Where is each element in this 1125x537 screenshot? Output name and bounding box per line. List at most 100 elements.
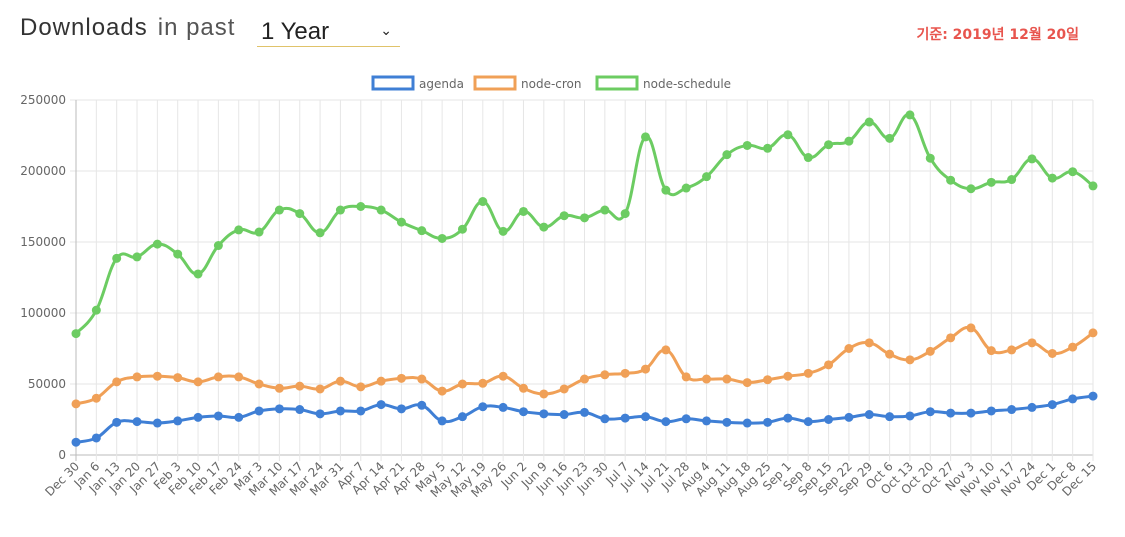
data-point-node-schedule[interactable]	[722, 150, 732, 160]
legend-label-node-cron[interactable]: node-cron	[521, 77, 582, 91]
legend-swatch-node-cron[interactable]	[473, 75, 517, 91]
data-point-node-schedule[interactable]	[986, 177, 996, 187]
data-point-node-cron[interactable]	[274, 383, 284, 393]
data-point-node-schedule[interactable]	[437, 233, 447, 243]
data-point-node-schedule[interactable]	[335, 205, 345, 215]
data-point-node-cron[interactable]	[763, 375, 773, 385]
data-point-node-cron[interactable]	[295, 381, 305, 391]
data-point-node-cron[interactable]	[986, 346, 996, 356]
data-point-node-schedule[interactable]	[396, 217, 406, 227]
data-point-agenda[interactable]	[457, 412, 467, 422]
data-point-agenda[interactable]	[356, 406, 366, 416]
data-point-node-cron[interactable]	[457, 379, 467, 389]
data-point-node-cron[interactable]	[335, 376, 345, 386]
data-point-node-cron[interactable]	[783, 371, 793, 381]
data-point-agenda[interactable]	[1007, 405, 1017, 415]
data-point-node-schedule[interactable]	[824, 140, 834, 150]
data-point-agenda[interactable]	[132, 417, 142, 427]
data-point-node-cron[interactable]	[946, 333, 956, 343]
data-point-node-cron[interactable]	[376, 376, 386, 386]
data-point-node-cron[interactable]	[213, 372, 223, 382]
data-point-node-schedule[interactable]	[580, 213, 589, 223]
data-point-node-cron[interactable]	[905, 355, 915, 365]
data-point-node-cron[interactable]	[844, 344, 854, 353]
data-point-node-schedule[interactable]	[1068, 167, 1078, 177]
data-point-node-schedule[interactable]	[803, 153, 813, 163]
data-point-agenda[interactable]	[91, 433, 101, 443]
data-point-node-cron[interactable]	[864, 338, 874, 348]
data-point-agenda[interactable]	[234, 412, 244, 422]
data-point-node-cron[interactable]	[620, 368, 630, 378]
data-point-agenda[interactable]	[295, 405, 305, 415]
data-point-node-cron[interactable]	[417, 374, 427, 384]
data-point-node-schedule[interactable]	[315, 228, 325, 238]
data-point-agenda[interactable]	[1088, 391, 1098, 401]
data-point-node-cron[interactable]	[600, 370, 610, 380]
data-point-node-schedule[interactable]	[681, 183, 691, 193]
data-point-agenda[interactable]	[742, 418, 752, 428]
data-point-node-schedule[interactable]	[1088, 181, 1098, 191]
data-point-agenda[interactable]	[213, 411, 223, 421]
data-point-node-cron[interactable]	[824, 360, 834, 370]
data-point-agenda[interactable]	[905, 411, 915, 421]
data-point-agenda[interactable]	[864, 410, 874, 420]
data-point-agenda[interactable]	[783, 413, 793, 423]
data-point-agenda[interactable]	[925, 407, 935, 417]
data-point-node-cron[interactable]	[437, 386, 447, 396]
data-point-node-cron[interactable]	[681, 372, 691, 382]
data-point-node-schedule[interactable]	[702, 172, 712, 182]
data-point-agenda[interactable]	[946, 408, 956, 418]
data-point-node-cron[interactable]	[152, 371, 162, 381]
data-point-node-cron[interactable]	[641, 364, 651, 374]
data-point-agenda[interactable]	[498, 402, 508, 412]
data-point-node-schedule[interactable]	[539, 222, 549, 232]
data-point-node-cron[interactable]	[661, 345, 671, 355]
data-point-node-cron[interactable]	[539, 389, 549, 399]
data-point-node-cron[interactable]	[112, 377, 122, 387]
data-point-node-schedule[interactable]	[234, 225, 244, 235]
data-point-node-schedule[interactable]	[254, 227, 264, 237]
data-point-node-schedule[interactable]	[91, 305, 101, 315]
data-point-node-cron[interactable]	[234, 372, 244, 382]
data-point-node-cron[interactable]	[1068, 342, 1078, 352]
data-point-agenda[interactable]	[559, 410, 569, 420]
data-point-agenda[interactable]	[437, 416, 447, 426]
data-point-agenda[interactable]	[1027, 402, 1037, 412]
data-point-node-cron[interactable]	[254, 379, 264, 389]
data-point-node-cron[interactable]	[580, 374, 589, 384]
data-point-agenda[interactable]	[254, 406, 264, 416]
data-point-node-cron[interactable]	[498, 371, 508, 381]
data-point-node-cron[interactable]	[478, 378, 488, 388]
data-point-node-cron[interactable]	[966, 323, 976, 333]
data-point-node-cron[interactable]	[173, 373, 183, 383]
data-point-agenda[interactable]	[539, 409, 549, 419]
data-point-agenda[interactable]	[844, 412, 854, 422]
data-point-agenda[interactable]	[681, 414, 691, 424]
data-point-agenda[interactable]	[986, 406, 996, 416]
data-point-node-schedule[interactable]	[152, 239, 162, 249]
data-point-agenda[interactable]	[173, 416, 183, 426]
data-point-node-schedule[interactable]	[641, 132, 651, 142]
data-point-node-schedule[interactable]	[620, 209, 630, 219]
data-point-agenda[interactable]	[274, 404, 284, 414]
data-point-node-schedule[interactable]	[1027, 154, 1037, 164]
data-point-node-schedule[interactable]	[295, 209, 305, 219]
data-point-node-cron[interactable]	[1047, 348, 1057, 358]
data-point-agenda[interactable]	[112, 417, 122, 427]
data-point-agenda[interactable]	[722, 417, 732, 427]
data-point-agenda[interactable]	[641, 412, 651, 422]
data-point-agenda[interactable]	[620, 413, 630, 423]
data-point-node-schedule[interactable]	[559, 211, 569, 221]
data-point-node-schedule[interactable]	[783, 130, 793, 140]
data-point-node-schedule[interactable]	[457, 224, 467, 234]
legend-label-agenda[interactable]: agenda	[419, 77, 464, 91]
data-point-agenda[interactable]	[376, 400, 386, 410]
data-point-agenda[interactable]	[1047, 400, 1057, 410]
legend-swatch-agenda[interactable]	[371, 75, 415, 91]
data-point-node-cron[interactable]	[315, 384, 325, 394]
data-point-node-cron[interactable]	[356, 382, 366, 392]
data-point-node-schedule[interactable]	[132, 252, 142, 262]
data-point-node-schedule[interactable]	[193, 269, 203, 279]
data-point-agenda[interactable]	[885, 412, 895, 422]
data-point-node-cron[interactable]	[1007, 345, 1017, 355]
